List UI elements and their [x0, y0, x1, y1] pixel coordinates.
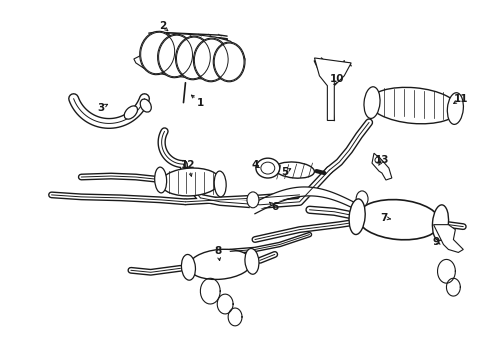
Ellipse shape [181, 255, 196, 280]
Text: 13: 13 [375, 155, 389, 165]
Ellipse shape [364, 87, 380, 118]
Ellipse shape [261, 162, 275, 174]
Ellipse shape [140, 99, 151, 112]
Text: 1: 1 [196, 98, 204, 108]
Text: 5: 5 [281, 167, 288, 177]
Ellipse shape [447, 93, 464, 125]
Ellipse shape [140, 31, 176, 75]
Polygon shape [434, 225, 464, 252]
Ellipse shape [349, 199, 365, 234]
Ellipse shape [247, 192, 259, 208]
Text: 10: 10 [330, 74, 344, 84]
Ellipse shape [369, 87, 458, 124]
Ellipse shape [275, 162, 315, 178]
Text: 11: 11 [454, 94, 468, 104]
Text: 9: 9 [433, 237, 440, 247]
Ellipse shape [175, 36, 211, 80]
Ellipse shape [375, 157, 381, 163]
Ellipse shape [357, 199, 441, 240]
Ellipse shape [245, 248, 259, 274]
Ellipse shape [256, 158, 280, 178]
Ellipse shape [213, 42, 245, 82]
Text: 4: 4 [251, 160, 259, 170]
Ellipse shape [194, 38, 229, 82]
Ellipse shape [189, 249, 252, 279]
Ellipse shape [214, 171, 226, 197]
Ellipse shape [158, 34, 194, 78]
Ellipse shape [161, 168, 220, 196]
Text: 6: 6 [271, 202, 278, 212]
Text: 3: 3 [98, 103, 105, 113]
Polygon shape [315, 58, 351, 121]
Text: 7: 7 [380, 213, 388, 223]
Ellipse shape [432, 205, 448, 240]
Ellipse shape [356, 191, 368, 207]
Polygon shape [372, 153, 392, 180]
Text: 2: 2 [159, 21, 166, 31]
Text: 12: 12 [181, 160, 196, 170]
Ellipse shape [155, 167, 167, 193]
Text: 8: 8 [215, 247, 222, 256]
Polygon shape [134, 33, 245, 79]
Ellipse shape [124, 106, 138, 119]
